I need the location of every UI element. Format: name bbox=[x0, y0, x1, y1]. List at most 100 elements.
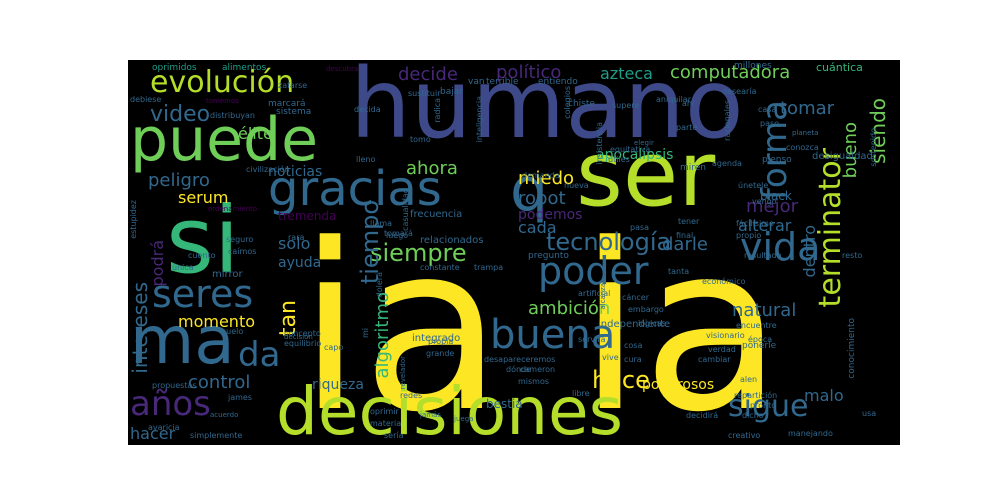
word: creativo bbox=[728, 431, 761, 440]
word: ambición bbox=[528, 298, 611, 319]
word: millones bbox=[734, 61, 772, 71]
word: seres bbox=[152, 272, 254, 316]
word: humano bbox=[350, 60, 744, 160]
word: ser bbox=[576, 122, 716, 227]
word: video bbox=[150, 102, 211, 127]
word: concepto bbox=[284, 329, 321, 338]
word: simplemente bbox=[190, 431, 243, 440]
word: apocalipsis bbox=[596, 147, 674, 163]
word: alcanzar bbox=[599, 280, 607, 310]
word: decidirá bbox=[686, 411, 719, 420]
word: cuento bbox=[188, 251, 216, 260]
word: intereses bbox=[128, 282, 152, 374]
word: trampa bbox=[474, 263, 504, 272]
word: radica bbox=[433, 98, 442, 123]
word: marcará bbox=[268, 99, 306, 109]
word: podemos bbox=[518, 207, 583, 223]
word: colegios bbox=[563, 86, 572, 119]
word: alen bbox=[740, 375, 758, 384]
word: ia bbox=[578, 196, 783, 445]
word: racionales bbox=[723, 100, 732, 141]
word: tomó bbox=[410, 135, 431, 144]
word: grande bbox=[426, 349, 455, 358]
word: pasa bbox=[630, 223, 650, 232]
word: revelador bbox=[399, 356, 407, 390]
word: parte bbox=[676, 123, 698, 132]
word: natural bbox=[732, 300, 797, 321]
word: acuerdo bbox=[210, 411, 239, 419]
word: ordenamiento bbox=[208, 205, 258, 213]
word: jamás bbox=[420, 411, 441, 419]
word: tremenda bbox=[278, 209, 337, 223]
word: resultado bbox=[744, 251, 782, 260]
word: hace bbox=[592, 366, 650, 394]
word: paso bbox=[760, 119, 780, 128]
word: llama bbox=[370, 219, 393, 228]
word: dicho bbox=[742, 411, 764, 420]
word: materia bbox=[370, 419, 402, 428]
word: independiente bbox=[598, 319, 671, 330]
word: podrá bbox=[148, 240, 167, 287]
word: bajar bbox=[440, 87, 463, 97]
word: decisiones bbox=[276, 373, 624, 445]
word: puede bbox=[130, 105, 319, 175]
word: van bbox=[468, 77, 485, 87]
word: conozca bbox=[786, 143, 819, 152]
word: años bbox=[130, 384, 211, 424]
word: alimentos bbox=[222, 63, 267, 73]
word: azteca bbox=[600, 64, 653, 83]
word: cáncer bbox=[622, 293, 649, 302]
word: época bbox=[748, 335, 773, 344]
word: juega bbox=[454, 415, 474, 423]
word: luego bbox=[386, 231, 409, 240]
word: constante bbox=[420, 263, 460, 272]
word: estupidez bbox=[129, 200, 138, 239]
word: ahora bbox=[406, 158, 458, 179]
word: aniquilar bbox=[656, 95, 691, 104]
word: servirá bbox=[578, 335, 606, 344]
word: cameron bbox=[520, 365, 556, 374]
word: mi bbox=[361, 328, 370, 339]
word: tomará bbox=[384, 229, 413, 238]
word: elegir bbox=[634, 139, 654, 147]
word: resto bbox=[842, 251, 863, 260]
word: usa bbox=[862, 409, 877, 418]
word: libre bbox=[572, 389, 590, 398]
word: tanta bbox=[668, 267, 690, 276]
word: black bbox=[760, 189, 792, 203]
word: serum bbox=[178, 188, 229, 207]
word: dentro bbox=[800, 225, 819, 278]
word: tener bbox=[678, 217, 700, 226]
word: debiese bbox=[130, 95, 162, 104]
word: propuestas bbox=[152, 381, 197, 390]
word: integrado bbox=[412, 333, 461, 344]
word: evolución bbox=[150, 65, 295, 100]
word: civilización bbox=[246, 165, 290, 174]
word: oprimidos bbox=[152, 63, 197, 73]
word: inteligencia bbox=[475, 96, 484, 143]
word: mejor bbox=[746, 196, 799, 217]
word: sostenido bbox=[869, 128, 878, 167]
word: sería bbox=[384, 431, 404, 440]
word: desapareceremos bbox=[484, 355, 556, 364]
word: caímos bbox=[228, 247, 257, 256]
word: casa bbox=[758, 105, 777, 114]
word: dónde bbox=[506, 365, 532, 374]
word-cloud: ia ia humano decisiones ser si puede ma … bbox=[128, 60, 900, 445]
word: bestia bbox=[486, 397, 523, 411]
word: entiendo bbox=[538, 77, 578, 87]
word: tomemos bbox=[206, 97, 239, 105]
word: embargo bbox=[628, 305, 664, 314]
word: equitativa bbox=[610, 145, 651, 154]
word: tomar bbox=[780, 98, 835, 119]
word: cada bbox=[518, 218, 557, 237]
word: algoritmo bbox=[372, 292, 393, 379]
word: miedo bbox=[518, 168, 575, 189]
word: capo bbox=[324, 343, 344, 352]
word: sistema bbox=[276, 107, 312, 117]
word: riqueza bbox=[312, 377, 364, 393]
word: lleno bbox=[356, 155, 376, 164]
word: demanda bbox=[522, 171, 560, 180]
word: vengo bbox=[752, 197, 777, 206]
word: económico bbox=[702, 277, 746, 286]
